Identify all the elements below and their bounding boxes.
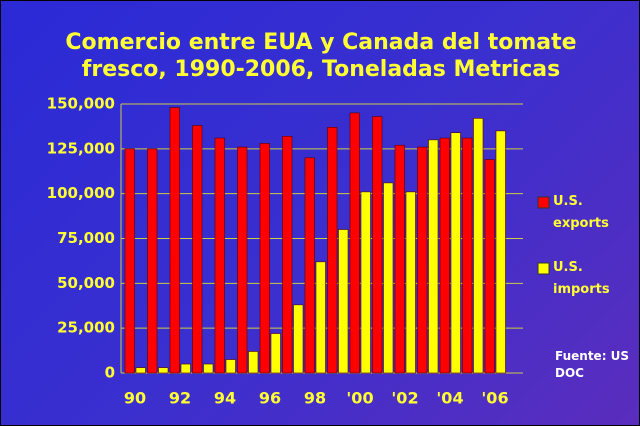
bar [147, 148, 158, 374]
bar [192, 125, 203, 374]
bar [473, 118, 484, 374]
bar [248, 351, 259, 374]
bar [462, 137, 473, 374]
bar [214, 137, 225, 374]
bar [495, 130, 506, 374]
x-tick-label: 92 [169, 389, 191, 408]
bar [135, 367, 146, 374]
bar [428, 139, 439, 374]
bar [484, 159, 495, 374]
legend-label: U.S. imports [553, 260, 610, 297]
legend-swatch [537, 262, 550, 275]
bar [203, 363, 214, 374]
chart-title: Comercio entre EUA y Canada del tomate f… [65, 30, 577, 82]
y-tick-label: 125,000 [47, 139, 115, 157]
bar [394, 144, 405, 374]
bar [360, 191, 371, 374]
x-tick-label: '02 [391, 389, 418, 408]
x-tick-label: '00 [346, 389, 373, 408]
bar [282, 135, 293, 374]
bar [124, 148, 135, 374]
x-tick-label: 94 [214, 389, 236, 408]
bar [270, 333, 281, 374]
legend-swatch [537, 196, 550, 209]
y-tick-label: 100,000 [47, 184, 115, 202]
bar [450, 132, 461, 374]
x-tick-label: 98 [304, 389, 326, 408]
bar [293, 304, 304, 374]
bar [315, 261, 326, 374]
x-tick-label: '04 [436, 389, 463, 408]
bar [417, 146, 428, 374]
bar [237, 146, 248, 374]
bar [225, 359, 236, 374]
bar [372, 116, 383, 374]
y-tick-label: 75,000 [57, 229, 115, 247]
x-tick-label: 96 [259, 389, 281, 408]
bar [180, 363, 191, 374]
bar [439, 137, 450, 374]
x-tick-label: 90 [124, 389, 146, 408]
x-tick-label: '06 [481, 389, 508, 408]
y-tick-label: 0 [105, 364, 115, 382]
y-tick-label: 150,000 [47, 95, 115, 113]
y-tick-label: 50,000 [57, 274, 115, 292]
bar [169, 107, 180, 374]
bar [383, 182, 394, 374]
bar [327, 127, 338, 374]
bar [405, 191, 416, 374]
y-tick-label: 25,000 [57, 319, 115, 337]
annotation: Fuente: US DOC [555, 349, 630, 380]
bar [259, 143, 270, 374]
legend-label: U.S. exports [553, 194, 609, 231]
bar [349, 112, 360, 374]
bar [304, 157, 315, 374]
bar [338, 229, 349, 374]
bar [158, 367, 169, 374]
